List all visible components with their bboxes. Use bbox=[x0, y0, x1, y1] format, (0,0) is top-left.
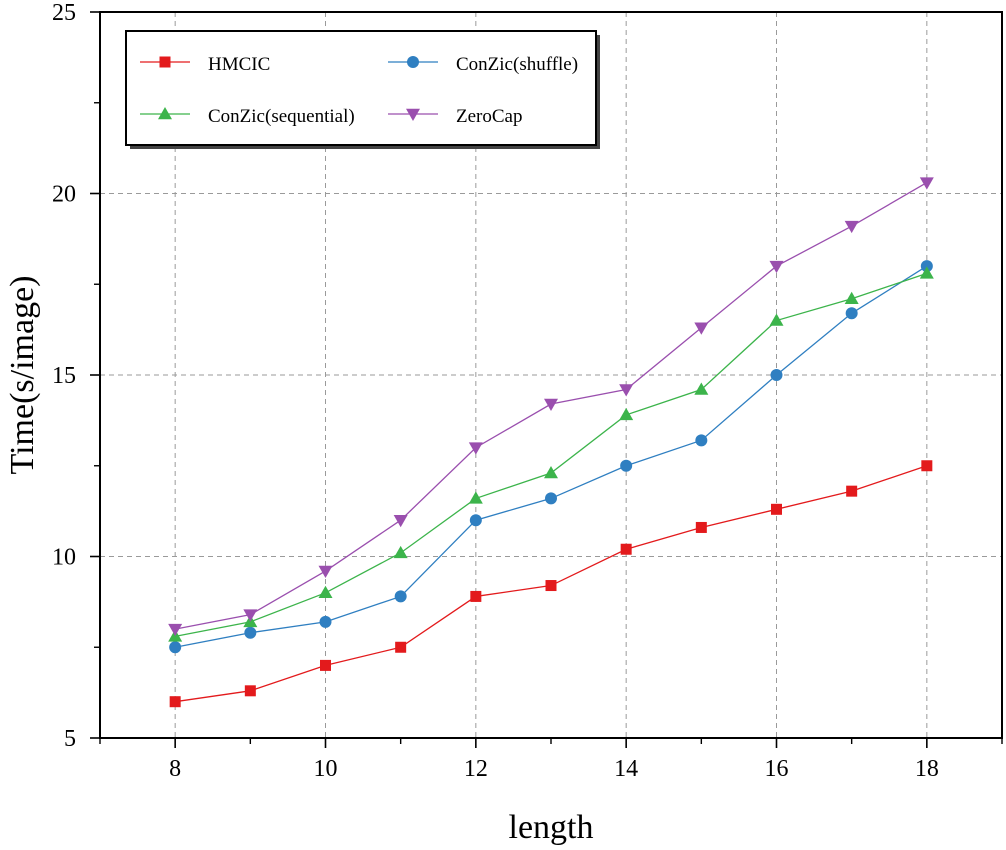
data-point bbox=[169, 696, 181, 708]
legend-marker bbox=[407, 56, 419, 68]
data-point bbox=[769, 313, 784, 326]
data-point bbox=[468, 491, 483, 504]
data-point bbox=[620, 543, 632, 555]
x-tick-label: 18 bbox=[915, 756, 939, 782]
data-point bbox=[770, 369, 783, 381]
legend-label: HMCIC bbox=[208, 54, 270, 75]
x-tick-label: 16 bbox=[765, 756, 789, 782]
series-hmcic bbox=[169, 460, 933, 708]
legend-label: ConZic(shuffle) bbox=[456, 54, 578, 75]
legend-marker bbox=[406, 108, 420, 121]
x-tick-label: 10 bbox=[314, 756, 338, 782]
data-point bbox=[695, 521, 707, 533]
y-tick-label: 10 bbox=[52, 545, 76, 571]
data-point bbox=[393, 545, 408, 559]
series-layer bbox=[168, 177, 934, 708]
series-conzic-shuffle bbox=[169, 260, 933, 654]
y-tick-label: 15 bbox=[52, 363, 76, 389]
legend-item: ZeroCap bbox=[388, 106, 522, 127]
data-point bbox=[771, 503, 782, 515]
data-point bbox=[844, 291, 859, 305]
series-zerocap bbox=[168, 177, 934, 637]
x-tick-label: 12 bbox=[464, 756, 488, 782]
data-point bbox=[243, 609, 258, 622]
data-point bbox=[395, 641, 407, 653]
data-point bbox=[244, 626, 257, 639]
data-point bbox=[920, 260, 933, 273]
data-point bbox=[320, 659, 331, 671]
data-point bbox=[394, 590, 407, 603]
data-point bbox=[695, 434, 708, 447]
axis-ticks: 8 10 12 14 16 18 5 10 15 20 25 bbox=[52, 0, 1003, 782]
data-point bbox=[544, 398, 558, 412]
data-point bbox=[468, 442, 483, 455]
data-point bbox=[318, 565, 333, 579]
data-point bbox=[393, 514, 408, 528]
y-tick-label: 5 bbox=[64, 726, 76, 752]
data-point bbox=[846, 485, 858, 497]
data-point bbox=[544, 466, 558, 479]
data-point bbox=[619, 384, 634, 397]
legend-marker bbox=[158, 107, 172, 120]
data-point bbox=[919, 177, 934, 190]
legend-item: ConZic(shuffle) bbox=[388, 54, 578, 75]
legend-label: ZeroCap bbox=[456, 106, 522, 127]
data-point bbox=[619, 407, 634, 421]
legend-box bbox=[125, 30, 597, 146]
data-point bbox=[168, 623, 183, 637]
data-point bbox=[919, 266, 934, 279]
legend: HMCIC ConZic(shuffle) ConZic(sequential) Ze… bbox=[125, 30, 600, 149]
data-point bbox=[470, 590, 482, 602]
data-point bbox=[469, 514, 482, 527]
data-point bbox=[844, 220, 859, 234]
x-axis-title: length bbox=[509, 809, 594, 846]
data-point bbox=[620, 459, 633, 472]
y-tick-label: 20 bbox=[52, 182, 76, 208]
legend-item: HMCIC bbox=[140, 54, 270, 75]
data-point bbox=[845, 307, 858, 320]
data-point bbox=[244, 685, 256, 697]
y-tick-label: 25 bbox=[52, 0, 76, 26]
y-axis-title: Time(s/image) bbox=[4, 276, 41, 475]
data-point bbox=[319, 615, 332, 628]
data-point bbox=[169, 641, 182, 654]
legend-marker bbox=[159, 56, 171, 68]
x-tick-label: 14 bbox=[614, 756, 638, 782]
data-point bbox=[694, 382, 709, 395]
data-point bbox=[318, 585, 333, 599]
data-point bbox=[694, 322, 709, 335]
x-tick-label: 8 bbox=[169, 756, 181, 782]
data-point bbox=[545, 580, 557, 592]
data-point bbox=[921, 460, 933, 472]
data-point bbox=[769, 260, 784, 274]
legend-label: ConZic(sequential) bbox=[208, 106, 355, 127]
data-point bbox=[545, 492, 557, 505]
legend-item: ConZic(sequential) bbox=[140, 106, 355, 127]
